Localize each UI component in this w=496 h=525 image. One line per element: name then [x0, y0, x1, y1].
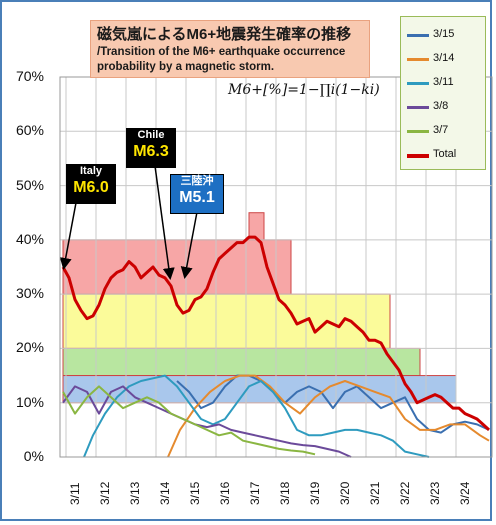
series-line-3-15: [176, 374, 490, 434]
callout-chile-mag: M6.3: [133, 143, 169, 160]
legend-swatch: [407, 154, 429, 158]
series-line-3-7: [62, 385, 316, 456]
x-tick-label: 3/23: [428, 481, 442, 505]
callout-italy-mag: M6.0: [73, 179, 109, 196]
legend-swatch: [407, 106, 429, 109]
x-tick-label: 3/12: [98, 481, 112, 505]
arrow-italy: [59, 191, 79, 270]
x-tick-label: 3/16: [218, 481, 232, 505]
x-tick-label: 3/20: [338, 481, 352, 505]
legend-label: 3/8: [433, 100, 449, 112]
title-box: 磁気嵐によるM6+地震発生確率の推移 /Transition of the M6…: [90, 20, 370, 78]
title-japanese: 磁気嵐によるM6+地震発生確率の推移: [97, 26, 352, 43]
band-3: [62, 347, 421, 377]
y-tick-label: 40%: [15, 230, 44, 247]
callout-arrows: [59, 165, 198, 280]
legend-item-3-11: 3/11: [401, 73, 485, 93]
series-line-total: [61, 235, 491, 432]
callout-sanriku: 三陸沖 M5.1: [170, 174, 224, 214]
legend-swatch: [407, 130, 429, 133]
x-tick-label: 3/14: [158, 481, 172, 505]
legend-swatch: [407, 58, 429, 61]
x-tick-label: 3/18: [278, 481, 292, 505]
legend-swatch: [407, 34, 429, 37]
y-tick-label: 0%: [23, 448, 44, 464]
callout-sanriku-mag: M5.1: [179, 189, 215, 206]
legend-item-3-14: 3/14: [401, 49, 485, 69]
formula: M6+[%]=1−∏i(1−ki): [228, 82, 380, 98]
y-tick-label: 50%: [15, 176, 44, 193]
series-line-3-8: [62, 385, 352, 458]
callout-chile-region: Chile: [137, 129, 165, 141]
callout-italy: Italy M6.0: [66, 164, 116, 204]
legend-item-3-8: 3/8: [401, 97, 485, 117]
callout-chile: Chile M6.3: [126, 128, 176, 168]
band-2: [62, 293, 391, 349]
series-lines: [61, 235, 491, 458]
legend-label: Total: [433, 148, 457, 160]
arrow-chile: [154, 165, 175, 280]
arrow-sanriku: [180, 211, 198, 279]
legend-label: 3/14: [433, 52, 455, 64]
legend-label: 3/15: [433, 28, 455, 40]
series-line-3-14: [167, 374, 490, 458]
legend-label: 3/7: [433, 124, 449, 136]
legend-swatch: [407, 82, 429, 85]
x-tick-label: 3/15: [188, 481, 202, 505]
series-line-3-11: [83, 374, 430, 458]
legend: 3/15 3/14 3/11 3/8 3/7 Total: [400, 16, 486, 170]
y-tick-label: 20%: [15, 339, 44, 356]
y-tick-label: 60%: [15, 122, 44, 139]
x-tick-label: 3/21: [368, 481, 382, 505]
x-tick-label: 3/11: [68, 482, 82, 505]
x-tick-label: 3/19: [308, 481, 322, 505]
legend-item-3-15: 3/15: [401, 25, 485, 45]
callout-sanriku-region: 三陸沖: [180, 175, 214, 187]
legend-item-3-7: 3/7: [401, 121, 485, 141]
x-tick-label: 3/22: [398, 481, 412, 505]
y-tick-label: 70%: [15, 68, 44, 84]
x-tick-label: 3/13: [128, 481, 142, 505]
legend-label: 3/11: [433, 76, 454, 88]
y-tick-label: 10%: [15, 393, 44, 410]
band-0: [62, 239, 292, 295]
title-english: /Transition of the M6+ earthquake occurr…: [97, 46, 346, 73]
x-tick-label: 3/24: [458, 481, 472, 505]
legend-item-total: Total: [401, 145, 485, 165]
x-tick-label: 3/17: [248, 481, 262, 505]
y-tick-label: 30%: [15, 285, 44, 302]
callout-italy-region: Italy: [79, 165, 102, 177]
